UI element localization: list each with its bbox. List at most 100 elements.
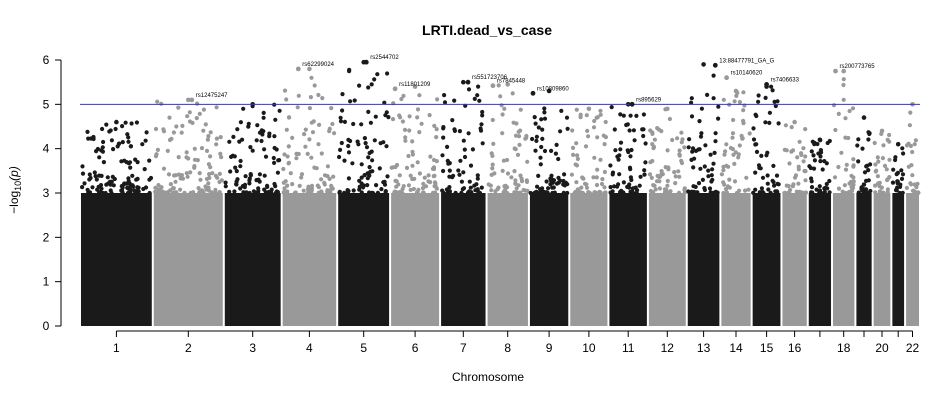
snp-point <box>203 122 208 127</box>
snp-point <box>310 130 316 135</box>
snp-point <box>262 173 267 178</box>
snp-point <box>652 137 658 142</box>
x-tick-label: 14 <box>729 341 743 355</box>
snp-point <box>294 156 299 161</box>
chromosome-20-points <box>872 128 892 326</box>
snp-point <box>540 136 545 141</box>
snp-point <box>524 179 530 184</box>
snp-point <box>860 146 865 151</box>
chromosome-1-dense-region <box>81 193 152 326</box>
snp-point <box>597 189 602 194</box>
snp-point <box>173 179 178 184</box>
snp-point <box>812 140 817 146</box>
snp-point <box>155 99 160 104</box>
snp-point <box>340 108 345 113</box>
snp-point <box>654 179 660 184</box>
snp-point <box>732 99 737 104</box>
snp-point <box>530 136 535 142</box>
annotated-snp-point <box>530 90 536 96</box>
snp-point <box>751 137 757 142</box>
snp-point <box>542 116 548 121</box>
snp-point <box>346 176 351 181</box>
snp-point <box>549 173 554 178</box>
snp-point <box>296 151 301 157</box>
snp-point <box>111 183 116 188</box>
annotated-snp-label: rs11801209 <box>399 82 431 88</box>
snp-point <box>849 188 855 193</box>
snp-point <box>689 157 694 162</box>
snp-point <box>230 153 235 158</box>
snp-point <box>693 148 699 153</box>
snp-point <box>434 135 439 140</box>
snp-point <box>556 175 561 180</box>
snp-point <box>178 176 183 181</box>
snp-point <box>803 178 808 183</box>
chromosome-13-dense-region <box>687 193 720 326</box>
snp-point <box>223 184 228 189</box>
snp-point <box>550 190 555 196</box>
snp-point <box>799 152 804 157</box>
snp-point <box>359 122 364 127</box>
snp-point <box>904 143 910 148</box>
snp-point <box>689 189 694 194</box>
snp-point <box>549 148 554 153</box>
snp-point <box>250 148 255 153</box>
snp-point <box>374 183 379 188</box>
snp-point <box>659 169 664 174</box>
snp-point <box>675 136 680 141</box>
snp-point <box>100 149 105 154</box>
chromosome-7-dense-region <box>441 193 486 326</box>
snp-point <box>403 135 408 140</box>
snp-point <box>803 169 808 174</box>
snp-point <box>140 142 145 147</box>
snp-point <box>350 161 355 166</box>
snp-point <box>299 172 305 177</box>
snp-point <box>783 123 789 128</box>
snp-point <box>689 100 694 105</box>
snp-point <box>544 179 549 184</box>
snp-point <box>817 184 822 189</box>
snp-point <box>500 168 505 173</box>
snp-point <box>434 159 439 164</box>
snp-point <box>706 174 711 179</box>
snp-point <box>351 188 356 193</box>
snp-point <box>480 109 485 115</box>
x-tick-label: 2 <box>185 341 192 355</box>
snp-point <box>551 178 557 183</box>
snp-point <box>415 115 420 120</box>
snp-point <box>176 155 181 160</box>
snp-point <box>490 166 495 171</box>
snp-point <box>710 167 715 172</box>
snp-point <box>100 145 105 150</box>
snp-point <box>775 181 780 186</box>
snp-point <box>630 186 636 191</box>
x-tick-label: 18 <box>837 341 851 355</box>
x-tick-label: 13 <box>697 341 711 355</box>
snp-point <box>514 121 519 126</box>
annotated-snp-point <box>465 79 471 85</box>
snp-point <box>651 183 656 188</box>
snp-point <box>491 141 496 146</box>
snp-point <box>120 185 125 190</box>
snp-point <box>756 99 761 104</box>
snp-point <box>899 176 905 181</box>
snp-point <box>562 172 567 177</box>
snp-point <box>518 128 523 133</box>
snp-point <box>179 130 184 135</box>
snp-point <box>259 138 264 144</box>
snp-point <box>317 122 322 127</box>
snp-point <box>841 82 846 88</box>
snp-point <box>730 131 736 136</box>
snp-point <box>147 158 152 163</box>
snp-point <box>174 124 179 129</box>
snp-point <box>247 178 252 183</box>
snp-point <box>372 77 377 82</box>
snp-point <box>337 154 342 160</box>
snp-point <box>157 190 162 195</box>
snp-point <box>864 164 869 169</box>
snp-point <box>161 129 167 134</box>
snp-point <box>244 190 249 195</box>
annotated-snp-label: 13:88477791_GA_G <box>719 58 774 64</box>
snp-point <box>587 190 592 196</box>
snp-point <box>713 139 718 144</box>
